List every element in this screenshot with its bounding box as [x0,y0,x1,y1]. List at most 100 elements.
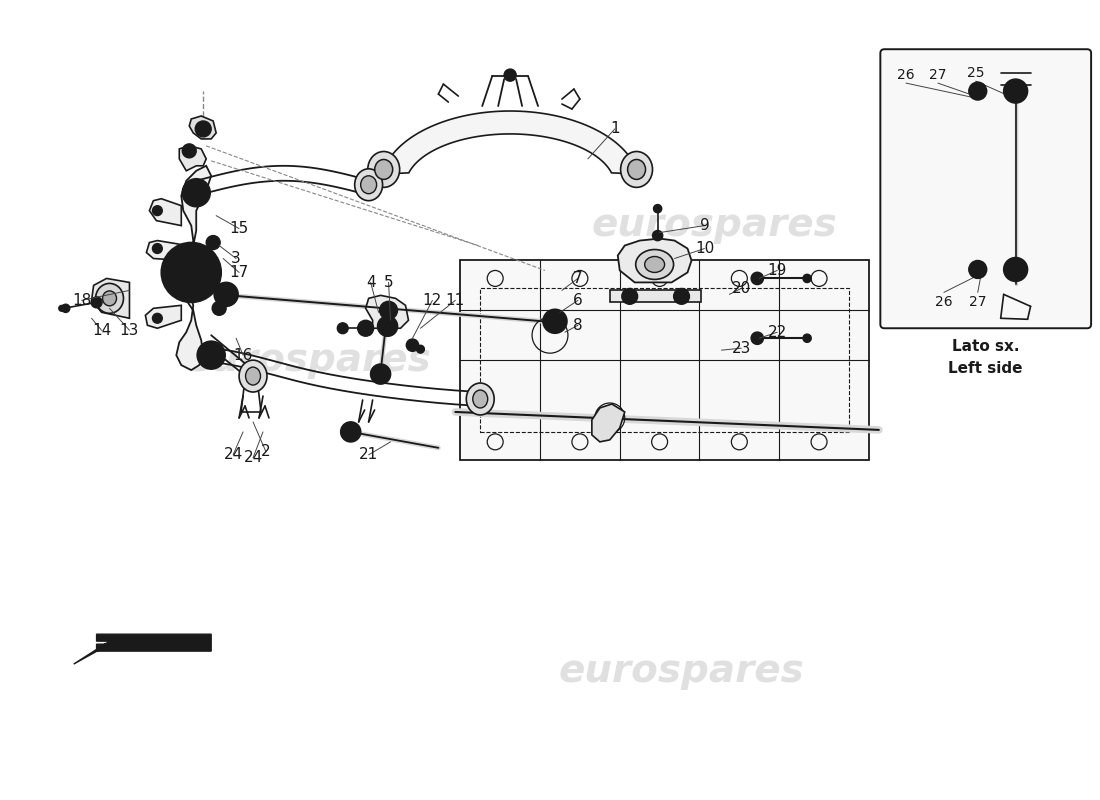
Polygon shape [179,146,206,170]
Circle shape [406,339,419,351]
Circle shape [371,364,390,384]
Circle shape [969,82,987,100]
Circle shape [153,243,163,254]
Polygon shape [150,198,182,226]
Ellipse shape [466,383,494,415]
Circle shape [62,304,70,313]
Text: 12: 12 [422,293,442,308]
Text: 20: 20 [732,281,751,296]
Polygon shape [189,116,217,139]
Circle shape [183,144,196,158]
Text: eurospares: eurospares [186,341,431,379]
Circle shape [379,302,397,319]
Text: eurospares: eurospares [592,206,837,244]
Text: 24: 24 [243,450,263,466]
Text: eurospares: eurospares [559,652,804,690]
Polygon shape [382,111,638,174]
Text: 4: 4 [366,275,375,290]
Text: 17: 17 [230,265,249,280]
Text: Lato sx.: Lato sx. [952,338,1020,354]
Circle shape [652,230,663,241]
Text: 23: 23 [732,341,751,356]
Text: 9: 9 [700,218,710,233]
Ellipse shape [102,291,117,306]
Circle shape [162,242,221,302]
Ellipse shape [239,360,267,392]
Circle shape [206,235,220,250]
Text: 7: 7 [573,271,583,286]
Circle shape [58,306,65,311]
Circle shape [358,320,374,336]
Text: 22: 22 [768,325,786,340]
Text: 5: 5 [384,275,394,290]
Circle shape [183,178,210,206]
Polygon shape [145,306,182,328]
Circle shape [417,345,425,353]
Text: 14: 14 [92,322,111,338]
Circle shape [803,274,812,282]
Circle shape [621,288,638,304]
Circle shape [338,322,349,334]
Ellipse shape [620,151,652,187]
Text: 26: 26 [935,295,953,310]
Circle shape [969,261,987,278]
Circle shape [214,282,238,306]
Polygon shape [618,238,692,282]
Circle shape [174,254,209,290]
Polygon shape [592,404,625,442]
Circle shape [197,342,226,369]
Polygon shape [176,166,211,370]
Text: 27: 27 [969,295,987,310]
Ellipse shape [367,151,399,187]
FancyBboxPatch shape [880,50,1091,328]
Circle shape [212,302,227,315]
Circle shape [377,316,397,336]
Circle shape [189,186,204,200]
Circle shape [803,334,812,342]
Ellipse shape [645,257,664,273]
Circle shape [195,121,211,137]
Text: 21: 21 [359,447,378,462]
Ellipse shape [96,283,123,314]
Text: 27: 27 [930,68,947,82]
Ellipse shape [628,159,646,179]
Text: Left side: Left side [948,361,1023,376]
Text: 18: 18 [72,293,91,308]
Text: 19: 19 [768,263,786,278]
Ellipse shape [375,159,393,179]
Circle shape [185,266,198,279]
Text: 3: 3 [231,251,241,266]
Text: 26: 26 [898,68,915,82]
Bar [460,261,869,460]
Ellipse shape [245,367,261,385]
Text: 10: 10 [695,241,714,256]
Text: 13: 13 [120,322,140,338]
Circle shape [751,332,763,344]
Circle shape [341,422,361,442]
Circle shape [1003,258,1027,282]
Circle shape [653,205,662,213]
Text: 11: 11 [446,293,465,308]
Polygon shape [91,278,130,318]
Circle shape [751,272,763,285]
Polygon shape [146,241,182,261]
Circle shape [673,288,690,304]
Circle shape [504,69,516,81]
Text: 1: 1 [610,122,619,137]
Circle shape [153,314,163,323]
Circle shape [1003,79,1027,103]
Text: 6: 6 [573,293,583,308]
Text: 15: 15 [230,221,249,236]
Text: 24: 24 [223,447,243,462]
Circle shape [91,297,102,308]
Ellipse shape [636,250,673,279]
Ellipse shape [473,390,487,408]
Text: 2: 2 [261,444,271,459]
Polygon shape [609,290,702,302]
Text: 25: 25 [967,66,984,80]
Text: 16: 16 [233,348,253,362]
Text: 8: 8 [573,318,583,333]
Bar [481,288,849,432]
Polygon shape [74,634,211,664]
Polygon shape [365,295,408,328]
